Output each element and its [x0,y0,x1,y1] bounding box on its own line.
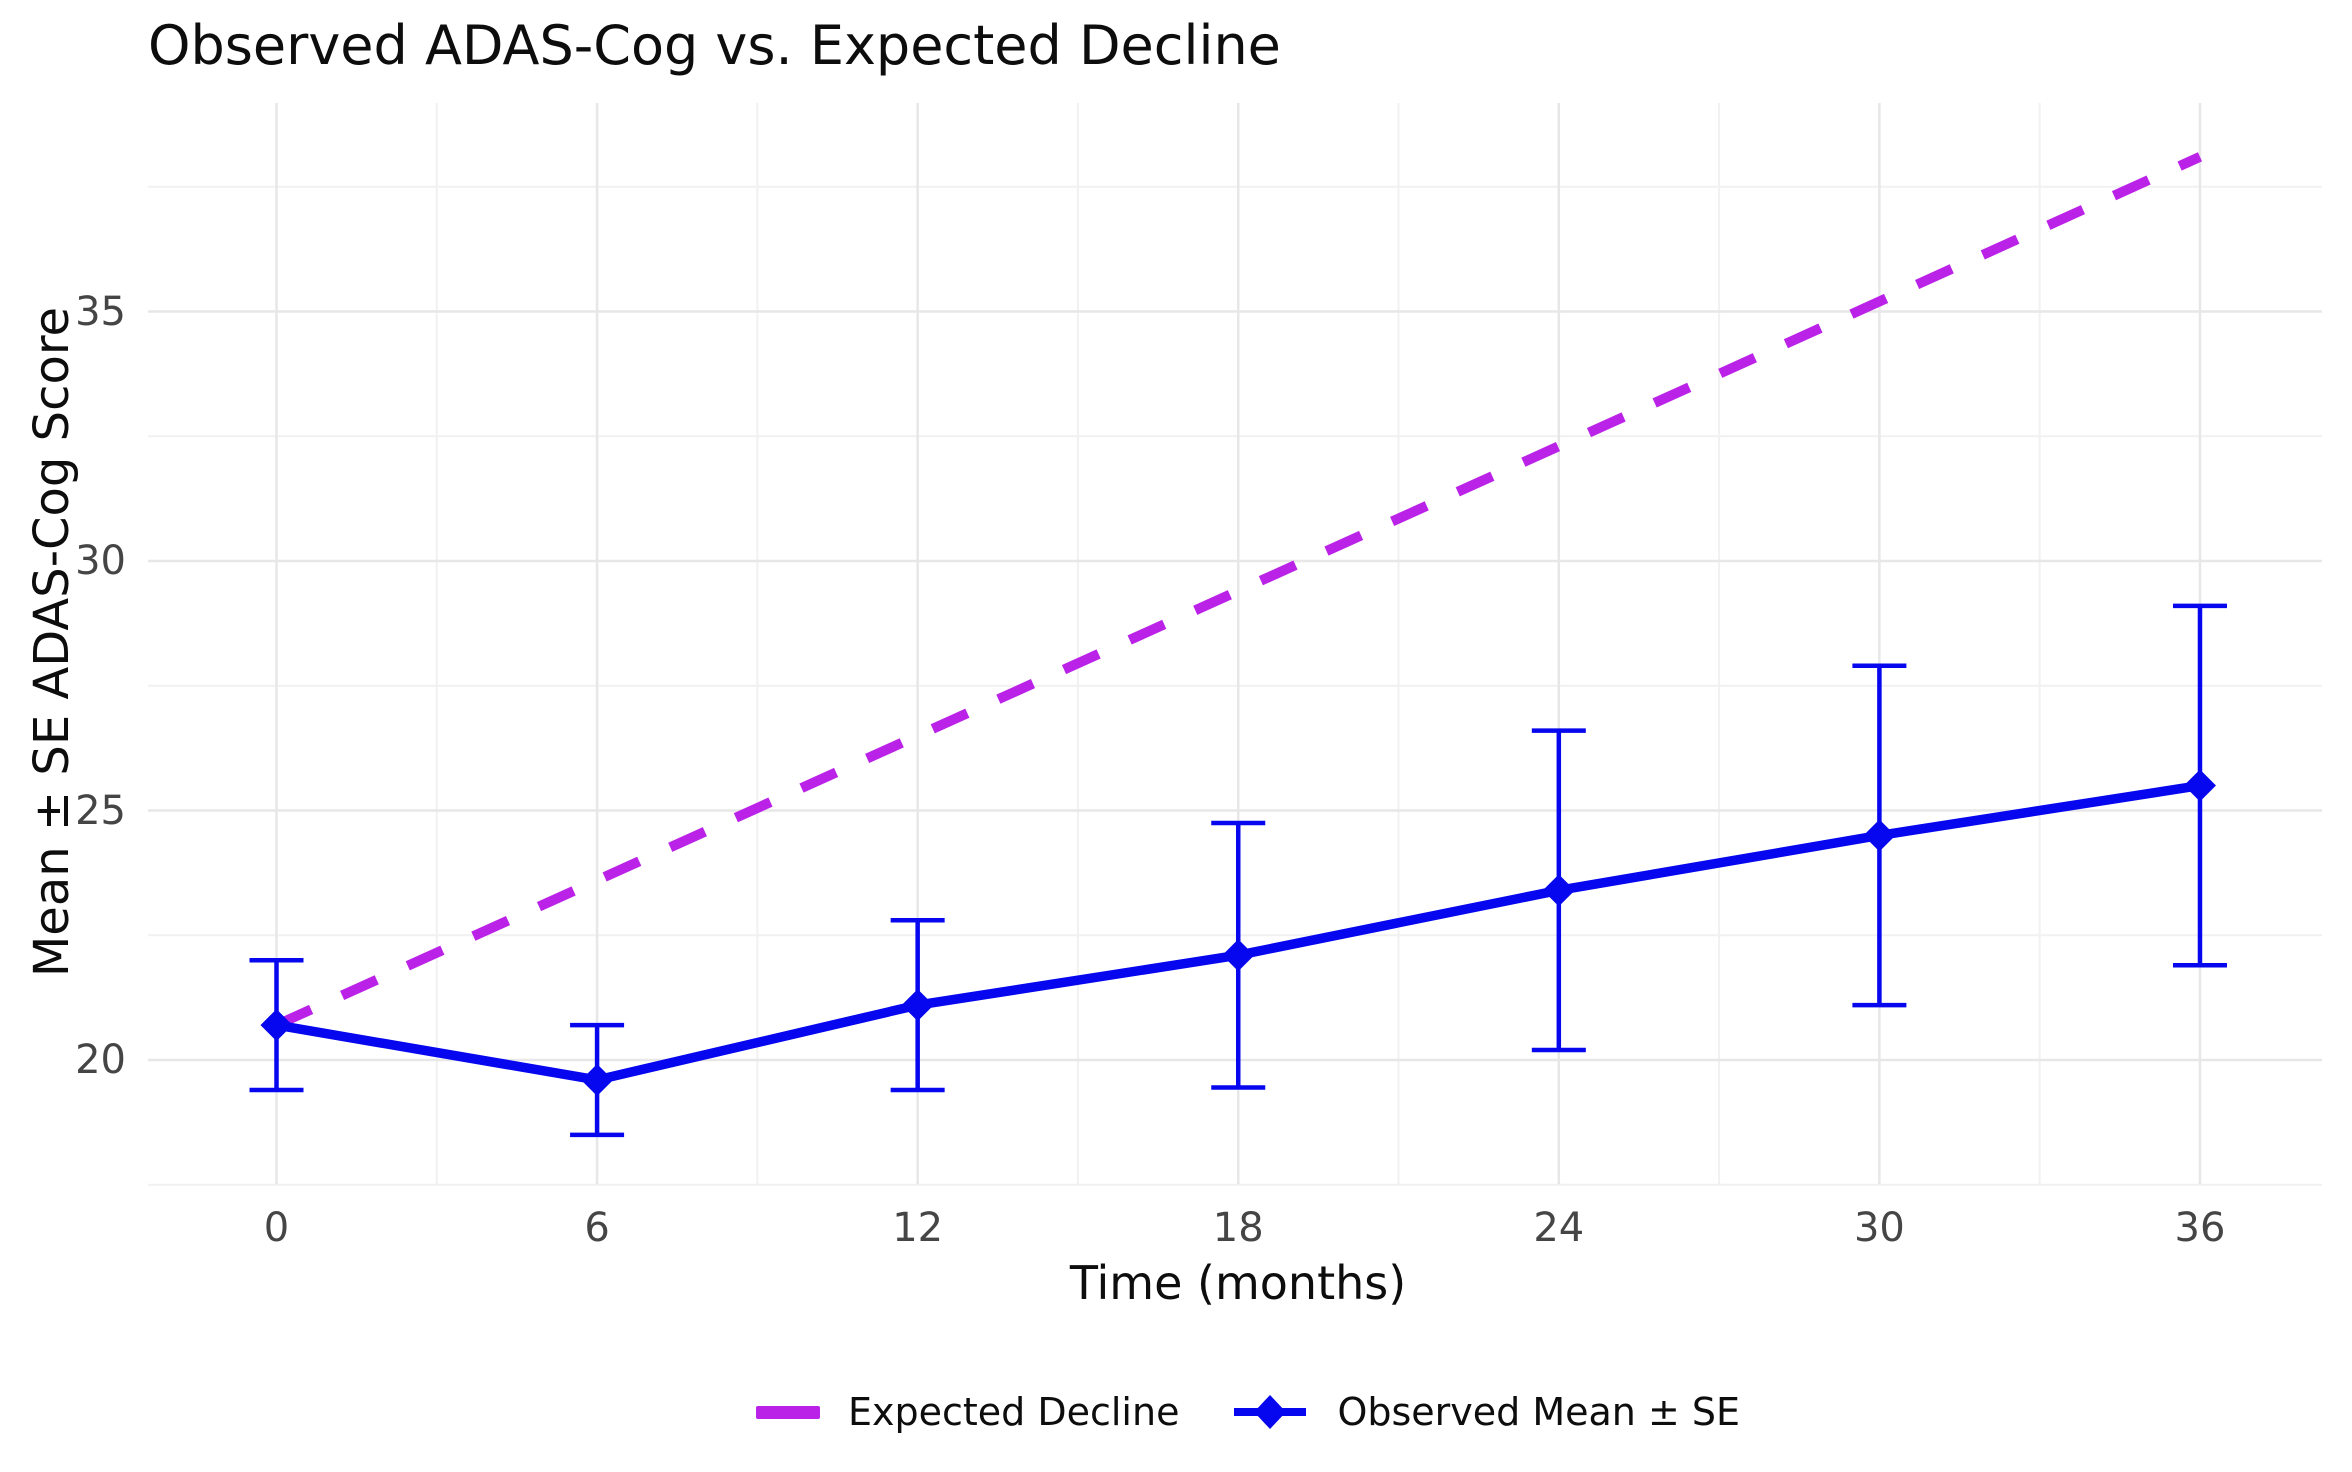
legend-dash-swatch [755,1405,820,1419]
observed-point-marker [901,989,934,1022]
x-axis-title: Time (months) [1069,1256,1407,1310]
observed-point-marker [581,1063,614,1096]
observed-point-marker [1222,939,1255,972]
legend-line-diamond-swatch [1234,1395,1307,1429]
x-tick-label: 6 [584,1205,610,1251]
chart-title: Observed ADAS-Cog vs. Expected Decline [148,14,1281,77]
y-tick-label: 25 [75,787,126,834]
x-tick-label: 36 [2174,1205,2226,1251]
x-tick-label: 30 [1853,1205,1905,1251]
legend-item-expected: Expected Decline [755,1390,1180,1434]
legend: Expected Decline Observed Mean ± SE [72,1390,2352,1434]
legend-label-expected: Expected Decline [847,1390,1180,1434]
x-tick-label: 12 [892,1205,944,1251]
legend-label-observed: Observed Mean ± SE [1337,1390,1741,1434]
y-tick-label: 20 [75,1037,126,1083]
x-tick-label: 24 [1533,1205,1585,1251]
y-tick-label: 30 [75,538,126,584]
y-axis-title: Mean ± SE ADAS-Cog Score [24,306,80,978]
observed-point-marker [1863,819,1896,852]
x-tick-label: 0 [263,1205,290,1251]
y-tick-label: 35 [75,288,126,335]
x-tick-label: 18 [1212,1205,1264,1251]
legend-item-observed: Observed Mean ± SE [1231,1390,1740,1434]
observed-point-marker [1542,874,1575,907]
expected-decline-line [274,152,2203,1030]
observed-point-marker [260,1009,293,1042]
observed-point-marker [2183,769,2216,802]
